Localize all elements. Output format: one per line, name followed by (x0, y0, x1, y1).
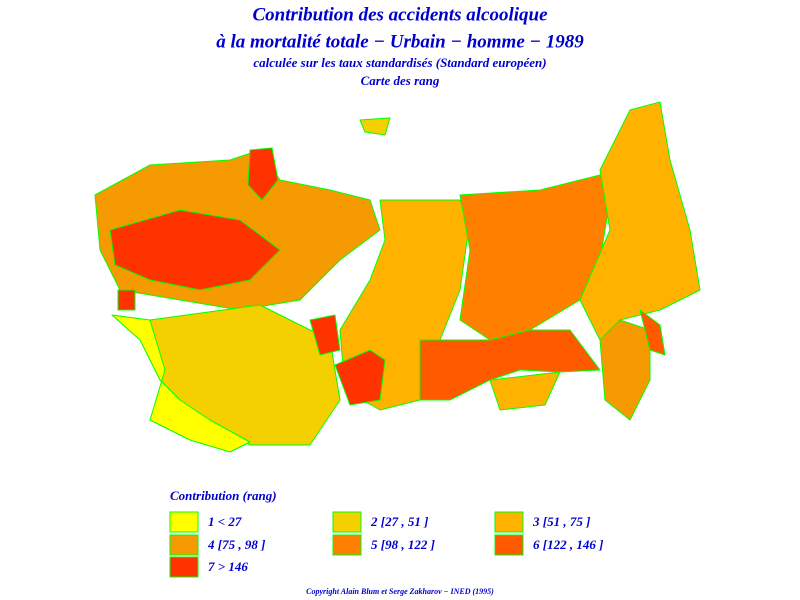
legend: 1 < 27 2 [27 , 51 ] 3 [51 , 75 ] 4 [75 , 98… (169, 511, 603, 578)
legend-swatch (169, 556, 199, 578)
legend-label: 1 < 27 (208, 514, 242, 529)
legend-swatch (494, 511, 524, 533)
legend-label: 3 [51 , 75 ] (532, 514, 590, 529)
legend-swatch (332, 511, 362, 533)
legend-label: 2 [27 , 51 ] (370, 514, 428, 529)
legend-label: 4 [75 , 98 ] (207, 537, 265, 552)
legend-swatch (332, 534, 362, 556)
region (109, 209, 281, 291)
legend-label: 5 [98 , 122 ] (371, 537, 435, 552)
legend-swatch (169, 511, 199, 533)
region (111, 314, 251, 453)
legend-title: Contribution (rang) (170, 488, 277, 503)
title-line: à la mortalité totale − Urbain − homme −… (216, 31, 584, 52)
legend-label: 6 [122 , 146 ] (533, 537, 603, 552)
legend-swatch (169, 534, 199, 556)
region (334, 349, 386, 406)
title-line: Contribution des accidents alcoolique (252, 4, 548, 25)
copyright: Copyright Alain Blum et Serge Zakharov −… (306, 587, 494, 596)
legend-swatch (494, 534, 524, 556)
region (359, 117, 391, 136)
region (579, 101, 701, 341)
region (599, 319, 651, 421)
region (639, 309, 666, 356)
legend-label: 7 > 146 (208, 559, 248, 574)
subtitle: calculée sur les taux standardisés (Stan… (253, 55, 546, 70)
region (247, 147, 279, 201)
map (94, 101, 701, 453)
map-label: Carte des rang (361, 73, 440, 88)
region (117, 289, 136, 311)
region (489, 371, 561, 411)
region (309, 314, 341, 356)
